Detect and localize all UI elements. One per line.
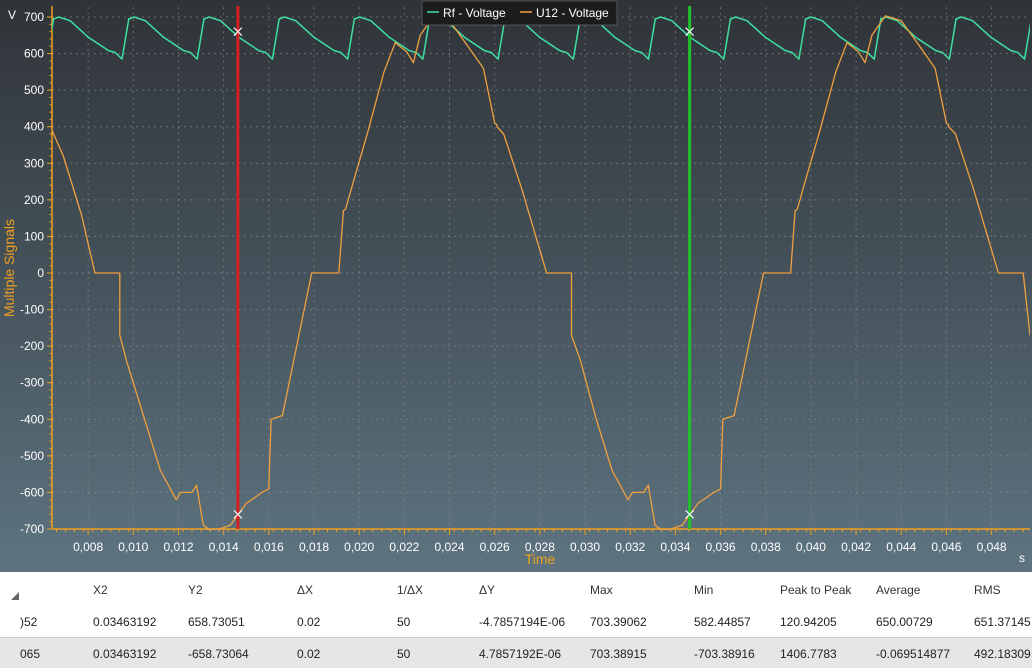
x-tick-label: 0,010 <box>118 540 148 554</box>
y-tick-label: 700 <box>24 10 44 24</box>
header-rms[interactable]: RMS <box>974 583 1001 597</box>
x-tick-label: 0,014 <box>209 540 239 554</box>
header-y2[interactable]: Y2 <box>188 583 203 597</box>
cell-delta-y: 4.7857192E-06 <box>479 647 562 661</box>
x-tick-label: 0,042 <box>841 540 871 554</box>
y-tick-label: 200 <box>24 193 44 207</box>
cell-rms: 492.18309 <box>974 647 1031 661</box>
grid <box>52 7 1030 530</box>
chart-background <box>0 0 1032 572</box>
series-line-u12-voltage <box>52 15 1030 530</box>
y-tick-label: -200 <box>20 339 44 353</box>
y-unit-label: V <box>8 8 16 22</box>
cursor-layer <box>233 6 695 529</box>
header-delta-y[interactable]: ΔY <box>479 583 496 597</box>
y-tick-label: 0 <box>37 266 44 280</box>
x-tick-labels: 0,008 0,010 0,012 0,014 0,016 0,018 0,020 0,022… <box>73 540 1007 554</box>
table-row[interactable]: 065 0.03463192 -658.73064 0.02 50 4.7857… <box>0 638 1032 668</box>
x-tick-label: 0,028 <box>525 540 555 554</box>
x-tick-label: 0,036 <box>706 540 736 554</box>
x-tick-label: 0,016 <box>254 540 284 554</box>
cell-inv-delta-x: 50 <box>397 615 411 629</box>
y-tick-label: 400 <box>24 120 44 134</box>
x-tick-label: 0,040 <box>796 540 826 554</box>
y-tick-labels: 700 600 500 400 300 200 100 0 -100 -200 -300 -400 -5… <box>20 10 44 536</box>
x-tick-label: 0,034 <box>660 540 690 554</box>
cell-inv-delta-x: 50 <box>397 647 411 661</box>
cell-max: 703.38915 <box>590 647 647 661</box>
cursor-marker <box>233 27 243 37</box>
x-tick-label: 0,012 <box>163 540 193 554</box>
cell-delta-y: -4.7857194E-06 <box>479 615 566 629</box>
x-tick-label: 0,008 <box>73 540 103 554</box>
y-tick-label: -100 <box>20 303 44 317</box>
cursor-marker <box>685 509 695 519</box>
header-min[interactable]: Min <box>694 583 714 597</box>
x-tick-label: 0,032 <box>615 540 645 554</box>
x-tick-label: 0,044 <box>886 540 916 554</box>
cell-peak-to-peak: 1406.7783 <box>780 647 837 661</box>
chart: 700 600 500 400 300 200 100 0 -100 -200 -300 -400 -5… <box>0 0 1032 572</box>
y-tick-label: 500 <box>24 83 44 97</box>
y-tick-label: -300 <box>20 376 44 390</box>
cell-average: -0.069514877 <box>876 647 951 661</box>
header-x2[interactable]: X2 <box>93 583 108 597</box>
x-tick-label: 0,046 <box>931 540 961 554</box>
table-row[interactable]: )52 0.03463192 658.73051 0.02 50 -4.7857… <box>0 606 1032 638</box>
cell-rms: 651.37145 <box>974 615 1031 629</box>
legend-box <box>421 0 618 26</box>
sort-triangle-icon[interactable] <box>11 592 19 600</box>
x-unit-label: s <box>1019 551 1025 565</box>
row-cut-cell: 065 <box>20 647 41 661</box>
cell-max: 703.39062 <box>590 615 647 629</box>
x-tick-label: 0,022 <box>389 540 419 554</box>
cell-delta-x: 0.02 <box>297 647 321 661</box>
measurement-table: X2 Y2 ΔX 1/ΔX ΔY Max Min Peak to Peak Av… <box>0 572 1032 668</box>
cell-average: 650.00729 <box>876 615 933 629</box>
y-axis-title: Multiple Signals <box>1 219 17 317</box>
y-tick-label: 600 <box>24 47 44 61</box>
y-tick-label: -600 <box>20 485 44 499</box>
x-tick-label: 0,026 <box>480 540 510 554</box>
header-peak-to-peak[interactable]: Peak to Peak <box>780 583 852 597</box>
legend: Rf - Voltage U12 - Voltage <box>421 0 618 26</box>
cell-y2: 658.73051 <box>188 615 245 629</box>
legend-label-u12[interactable]: U12 - Voltage <box>536 6 609 20</box>
cell-x2: 0.03463192 <box>93 615 157 629</box>
cell-min: 582.44857 <box>694 615 751 629</box>
cell-x2: 0.03463192 <box>93 647 157 661</box>
cursor-marker <box>685 27 695 37</box>
header-inv-delta-x[interactable]: 1/ΔX <box>397 583 424 597</box>
y-tick-label: -400 <box>20 412 44 426</box>
x-axis-title: Time <box>525 551 556 567</box>
x-tick-label: 0,038 <box>751 540 781 554</box>
x-tick-label: 0,024 <box>435 540 465 554</box>
y-tick-label: 300 <box>24 156 44 170</box>
cursor-marker <box>233 509 243 519</box>
cell-min: -703.38916 <box>694 647 755 661</box>
x-tick-label: 0,048 <box>977 540 1007 554</box>
header-average[interactable]: Average <box>876 583 921 597</box>
cell-peak-to-peak: 120.94205 <box>780 615 837 629</box>
row-cut-cell: )52 <box>20 615 38 629</box>
axes <box>47 6 1030 535</box>
header-max[interactable]: Max <box>590 583 613 597</box>
cell-y2: -658.73064 <box>188 647 249 661</box>
y-tick-label: 100 <box>24 229 44 243</box>
x-tick-label: 0,030 <box>570 540 600 554</box>
x-tick-label: 0,018 <box>299 540 329 554</box>
header-delta-x[interactable]: ΔX <box>297 583 314 597</box>
table-header-row: X2 Y2 ΔX 1/ΔX ΔY Max Min Peak to Peak Av… <box>0 572 1032 607</box>
cell-delta-x: 0.02 <box>297 615 321 629</box>
legend-label-rf[interactable]: Rf - Voltage <box>443 6 506 20</box>
y-tick-label: -500 <box>20 449 44 463</box>
y-tick-label: -700 <box>20 522 44 536</box>
x-tick-label: 0,020 <box>344 540 374 554</box>
